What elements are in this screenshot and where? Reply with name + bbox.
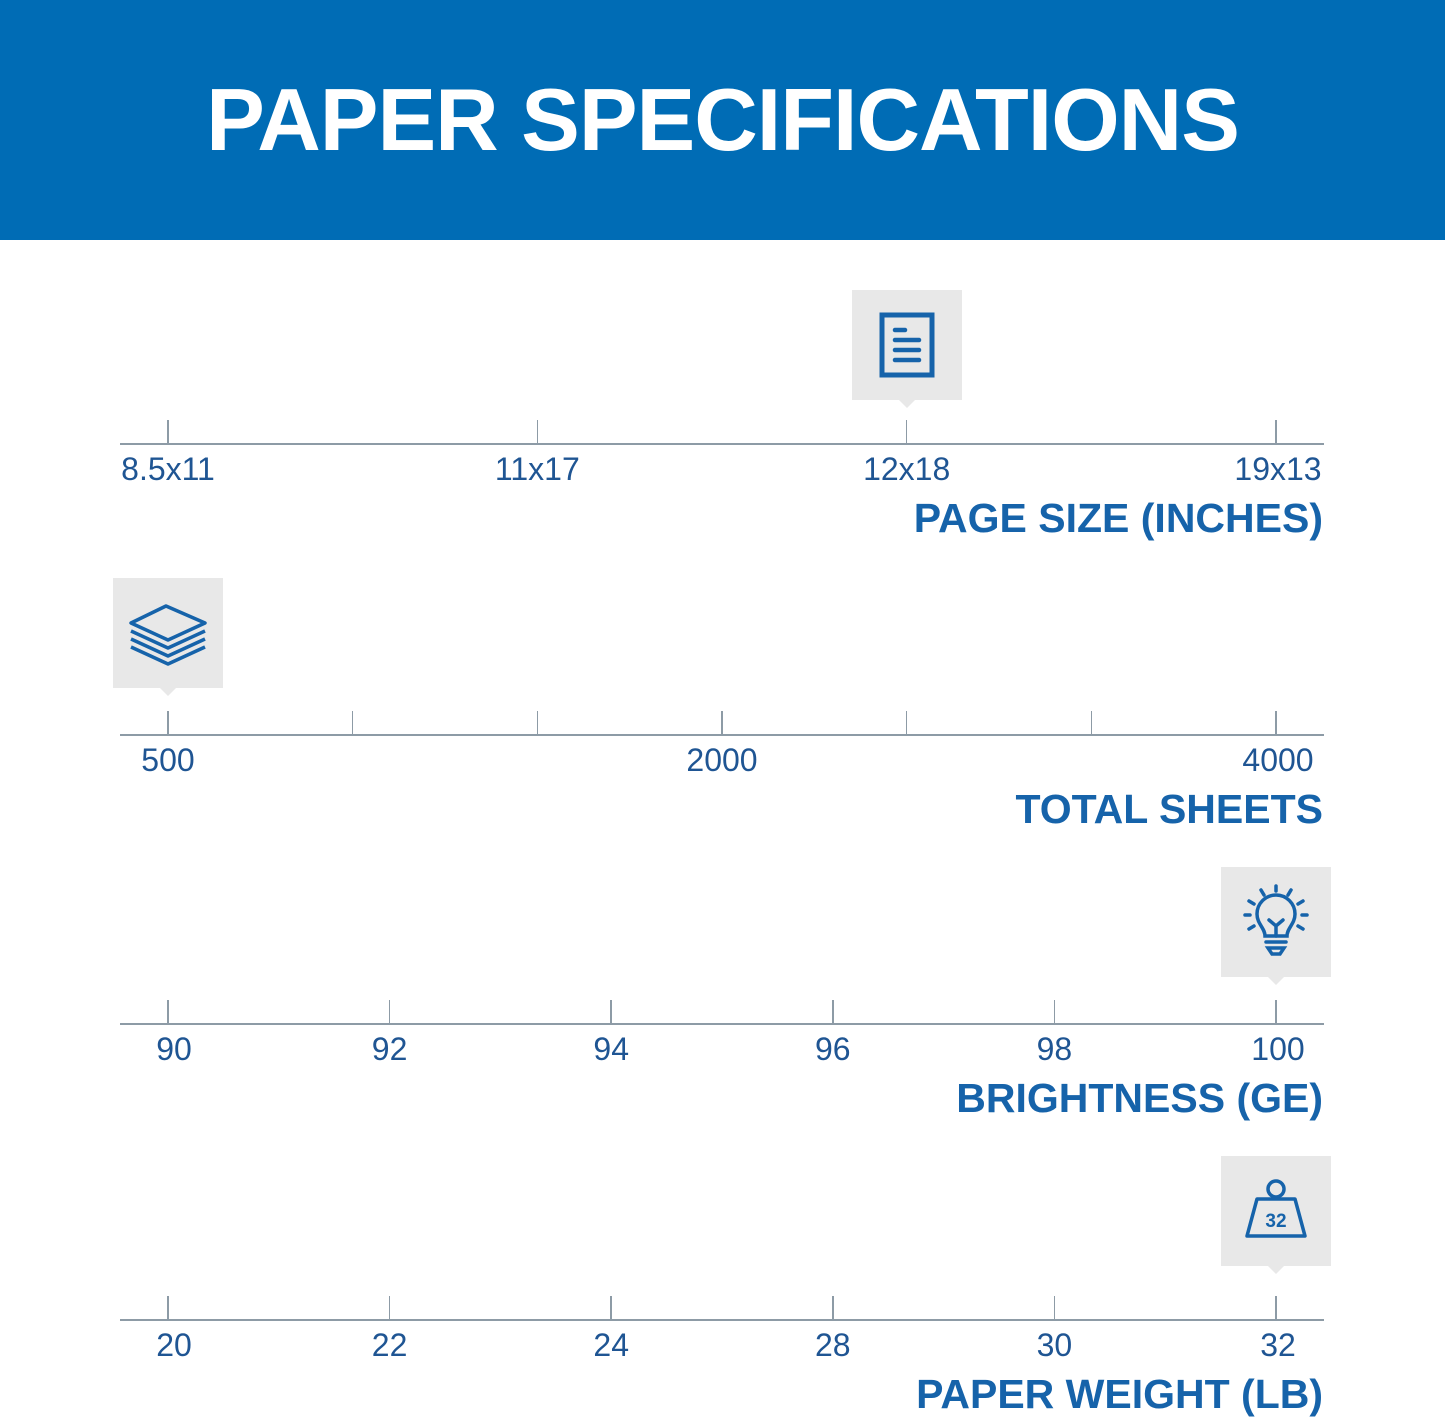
tick-label: 30: [1036, 1327, 1073, 1363]
axis-line: [120, 1023, 1324, 1025]
axis-tick: [832, 1296, 834, 1319]
axis-tick: [610, 1296, 612, 1319]
value-callout: [1221, 867, 1331, 985]
weight-icon: 32: [1243, 1178, 1309, 1244]
tick-label: 22: [371, 1327, 408, 1363]
scale-title: PAGE SIZE (INCHES): [913, 495, 1323, 541]
tick-label: 94: [593, 1031, 629, 1067]
tick-label: 100: [1251, 1031, 1305, 1067]
axis-tick: [610, 1000, 612, 1023]
page-title: PAPER SPECIFICATIONS: [206, 70, 1240, 169]
axis-tick: [905, 420, 908, 443]
tick-label: 2000: [686, 742, 758, 778]
paper-stack-icon: [128, 598, 208, 668]
axis-tick: [536, 420, 539, 443]
tick-label: 98: [1036, 1031, 1073, 1067]
tick-label: 20: [156, 1327, 192, 1363]
value-callout: [851, 290, 962, 408]
scale-title: BRIGHTNESS (GE): [956, 1075, 1323, 1121]
svg-text:32: 32: [1265, 1211, 1286, 1232]
axis-tick: [1090, 711, 1093, 734]
tick-label: 19x13: [1234, 451, 1322, 487]
tick-label: 8.5x11: [121, 451, 215, 487]
axis-line: [120, 734, 1324, 736]
tick-label: 12x18: [863, 451, 951, 487]
axis-tick: [1275, 1296, 1277, 1319]
axis-line: [120, 1319, 1324, 1321]
axis-tick: [536, 711, 539, 734]
axis-tick: [167, 420, 169, 443]
axis-tick: [905, 711, 908, 734]
axis-tick: [1275, 1000, 1277, 1023]
scale-title: PAPER WEIGHT (LB): [916, 1371, 1323, 1417]
tick-label: 96: [815, 1031, 851, 1067]
axis-tick: [351, 711, 354, 734]
lightbulb-icon: [1241, 884, 1311, 960]
axis-tick: [1275, 420, 1277, 443]
axis-tick: [832, 1000, 834, 1023]
header-banner: PAPER SPECIFICATIONS: [0, 0, 1445, 240]
axis-tick: [1275, 711, 1277, 734]
tick-label: 92: [371, 1031, 408, 1067]
tick-label: 90: [156, 1031, 192, 1067]
value-callout: [113, 578, 223, 696]
tick-label: 32: [1260, 1327, 1296, 1363]
tick-label: 500: [141, 742, 195, 778]
axis-tick: [388, 1296, 391, 1319]
axis-tick: [167, 1296, 169, 1319]
axis-tick: [388, 1000, 391, 1023]
value-callout: 32: [1221, 1156, 1331, 1274]
tick-label: 24: [593, 1327, 629, 1363]
document-icon: [879, 312, 935, 378]
tick-label: 4000: [1242, 742, 1314, 778]
axis-tick: [721, 711, 723, 734]
scale-title: TOTAL SHEETS: [1015, 786, 1323, 832]
axis-tick: [167, 711, 169, 734]
axis-line: [120, 443, 1324, 445]
axis-tick: [167, 1000, 169, 1023]
axis-tick: [1053, 1296, 1056, 1319]
axis-tick: [1053, 1000, 1056, 1023]
tick-label: 11x17: [494, 451, 580, 487]
tick-label: 28: [815, 1327, 851, 1363]
